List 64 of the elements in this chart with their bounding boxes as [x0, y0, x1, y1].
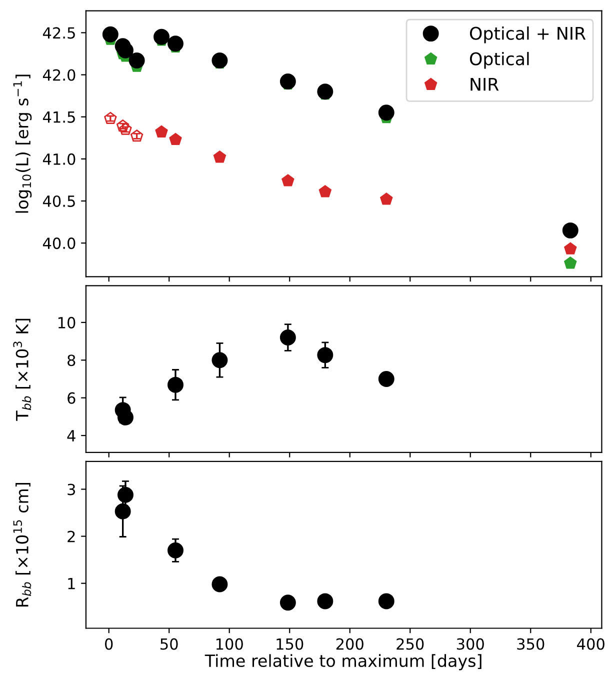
legend-label: Optical + NIR	[470, 26, 586, 44]
x-tick-label: 0	[105, 638, 113, 650]
y-tick-label: 2	[68, 530, 75, 542]
point	[116, 120, 130, 132]
y-tick-label: 4	[67, 430, 76, 442]
point	[318, 185, 332, 198]
x-tick-label: 350	[517, 638, 544, 650]
y-tick-label: 8	[68, 354, 76, 366]
x-tick-label: 50	[160, 638, 178, 650]
x-tick-label: 200	[336, 638, 364, 650]
point	[317, 593, 334, 610]
point	[212, 352, 228, 368]
point	[168, 36, 184, 52]
point	[317, 347, 334, 364]
point	[378, 104, 394, 121]
x-tick-label: 300	[456, 638, 484, 650]
point	[564, 256, 577, 269]
point	[104, 112, 117, 124]
point	[280, 74, 296, 90]
point	[280, 594, 296, 611]
y-tick-label: 40.5	[42, 195, 75, 208]
point	[168, 376, 184, 393]
legend-label: NIR	[470, 78, 499, 91]
y-tick-label: 40.0	[42, 238, 76, 250]
point	[282, 174, 294, 186]
x-tick-label: 150	[276, 638, 304, 650]
legend-label: Optical	[470, 52, 529, 69]
y-axis-title: T$_{bb}$ [×10$^{3}$ K]	[13, 318, 32, 421]
y-axis-title: R$_{bb}$ [×10$^{15}$ cm]	[13, 482, 32, 607]
point	[102, 26, 118, 42]
point	[169, 132, 182, 146]
point	[213, 150, 226, 163]
point	[130, 130, 144, 142]
y-axis-title: log$_{10}$(L) [erg s$^{−1}$]	[13, 74, 32, 213]
point	[128, 52, 145, 68]
point	[212, 52, 228, 68]
y-tick-label: 42.5	[42, 27, 75, 39]
point	[118, 42, 134, 58]
point	[378, 593, 394, 610]
point	[119, 122, 132, 135]
point	[118, 486, 134, 503]
point	[114, 503, 131, 520]
y-tick-label: 10	[58, 316, 76, 328]
x-tick-label: 400	[577, 638, 604, 650]
y-tick-label: 42.0	[42, 69, 76, 81]
point	[378, 370, 394, 387]
point	[562, 222, 578, 238]
y-tick-label: 3	[68, 484, 76, 496]
point	[564, 242, 577, 254]
point	[154, 28, 170, 45]
y-tick-label: 1	[68, 578, 75, 590]
point	[380, 192, 393, 205]
point	[155, 125, 168, 138]
x-tick-label: 100	[216, 638, 243, 650]
point	[118, 409, 134, 426]
point	[280, 330, 296, 346]
x-tick-label: 250	[396, 638, 424, 650]
point	[317, 84, 334, 100]
y-tick-label: 41.0	[42, 153, 76, 165]
point	[212, 576, 228, 592]
x-axis-title: Time relative to maximum [days]	[204, 654, 482, 670]
point	[168, 542, 184, 558]
y-tick-label: 6	[68, 392, 76, 404]
y-tick-label: 41.5	[42, 112, 75, 123]
